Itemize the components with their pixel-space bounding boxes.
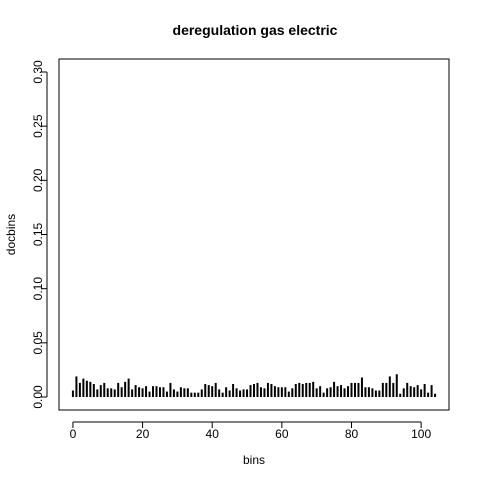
plot-frame [58,58,450,411]
x-axis-label: bins [243,453,265,467]
x-tick-label: 40 [206,427,220,441]
x-tick-label: 20 [136,427,150,441]
bars-group [71,374,437,397]
y-tick-label: 0.05 [31,331,45,355]
y-tick-label: 0.15 [31,222,45,246]
x-tick-label: 0 [70,427,77,441]
y-tick-label: 0.10 [31,277,45,301]
x-tick-label: 80 [345,427,359,441]
y-tick-label: 0.25 [31,114,45,138]
chart-title: deregulation gas electric [173,22,338,38]
x-axis: 0 20 40 60 80 100 [70,421,431,441]
y-axis: 0.00 0.05 0.10 0.15 0.20 0.25 0.30 [31,60,48,409]
y-tick-label: 0.20 [31,168,45,192]
y-tick-label: 0.00 [31,385,45,409]
y-axis-label: docbins [4,214,18,255]
x-tick-label: 100 [411,427,431,441]
x-tick-label: 60 [275,427,289,441]
y-tick-label: 0.30 [31,60,45,84]
